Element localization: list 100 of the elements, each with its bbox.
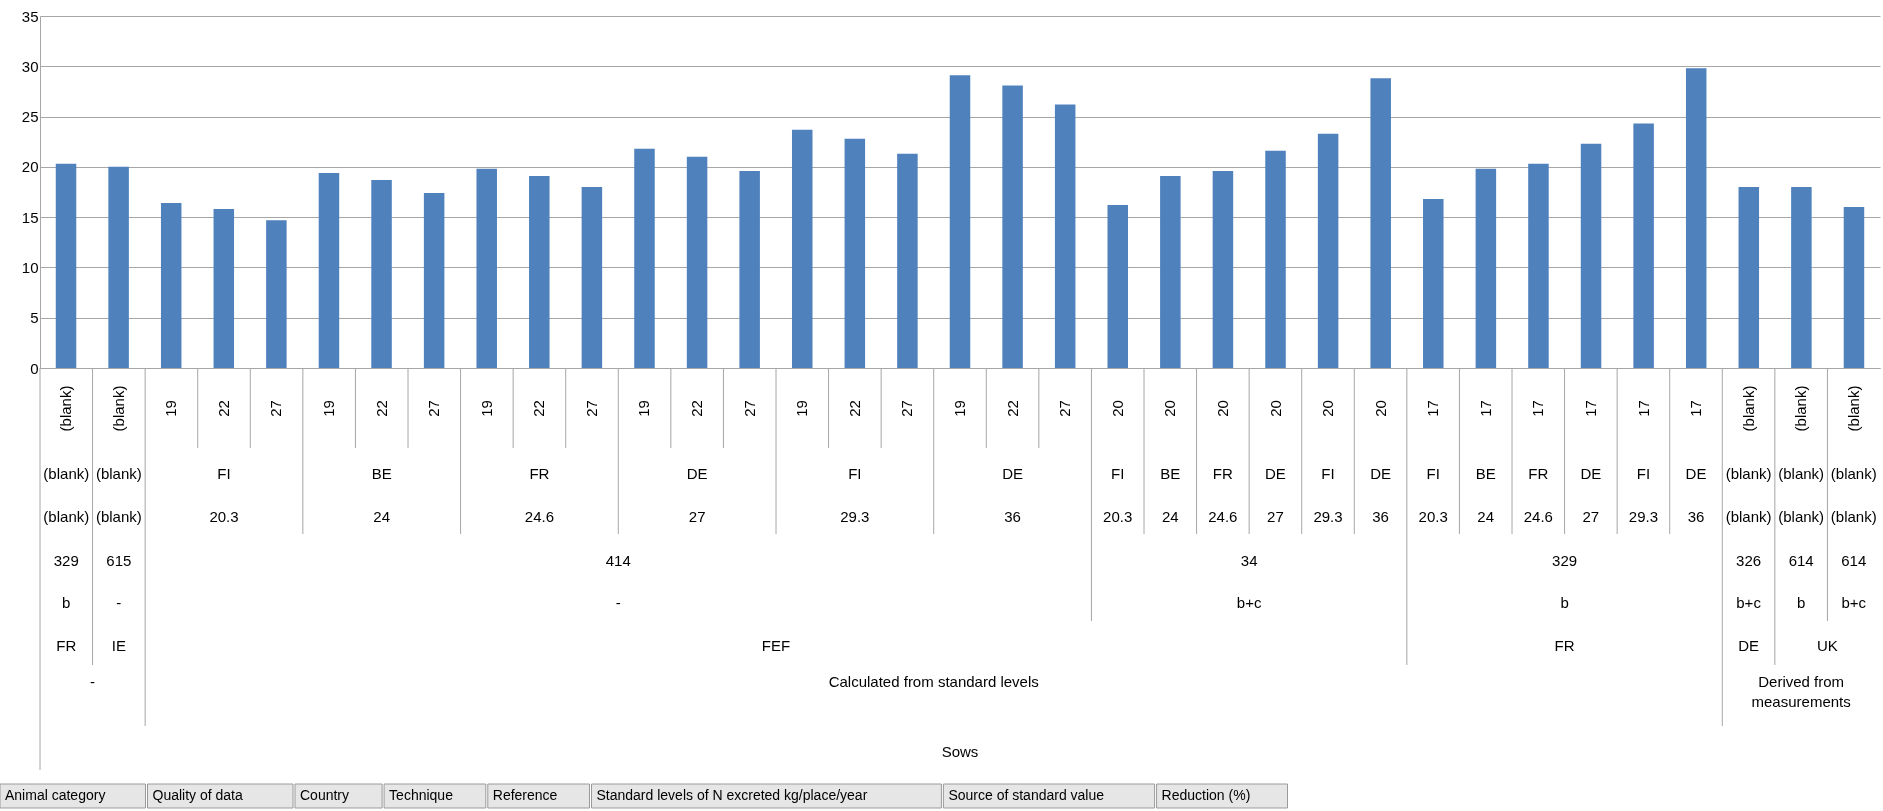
x-tick-label: (blank) <box>109 385 127 432</box>
x-tick-label: 20 <box>1371 400 1389 417</box>
text: Sows <box>941 743 979 760</box>
x-tick-label: 19 <box>162 400 180 417</box>
y-tick-label: 5 <box>30 309 39 327</box>
bar <box>739 170 760 368</box>
text: 20.3 <box>1418 508 1448 525</box>
text: 36 <box>1372 508 1389 525</box>
text: b <box>62 594 71 611</box>
text: 326 <box>1736 552 1762 569</box>
bar <box>160 203 182 368</box>
text: DE <box>1370 465 1391 482</box>
text: FR <box>56 637 77 654</box>
text: 329 <box>53 552 79 569</box>
y-tick-label: 30 <box>21 57 39 75</box>
text: (blank) <box>1778 508 1825 525</box>
y-tick-label: 0 <box>30 359 39 377</box>
x-tick-label: 19 <box>635 400 653 417</box>
text: 414 <box>605 552 631 569</box>
y-tick-label: 35 <box>21 7 39 25</box>
text: FEF <box>761 637 791 654</box>
text: DE <box>1002 465 1023 482</box>
text: DE <box>1265 465 1286 482</box>
text: 615 <box>106 552 132 569</box>
text: BE <box>1475 465 1496 482</box>
bar <box>1370 78 1391 368</box>
text: (blank) <box>43 508 90 525</box>
text: Animal category <box>5 787 106 803</box>
text: 29.3 <box>840 508 870 525</box>
bar <box>1265 150 1286 368</box>
text: FR <box>1528 465 1549 482</box>
text: 20.3 <box>209 508 239 525</box>
text: 36 <box>1004 508 1021 525</box>
text: DE <box>686 465 708 482</box>
bar <box>1685 68 1707 368</box>
bar <box>1528 163 1549 368</box>
bar <box>1160 175 1181 368</box>
text: FI <box>1426 465 1440 482</box>
text: - <box>90 673 96 690</box>
text: 27 <box>1267 508 1284 525</box>
bar <box>1475 168 1497 368</box>
bar <box>55 163 77 368</box>
text: (blank) <box>1725 465 1772 482</box>
x-tick-label: 22 <box>214 400 232 417</box>
text: BE <box>371 465 392 482</box>
bar <box>949 75 971 368</box>
text: b+c <box>1736 594 1762 611</box>
text: b+c <box>1841 594 1867 611</box>
y-tick-label: 10 <box>21 258 39 276</box>
x-tick-label: 22 <box>372 400 390 417</box>
x-tick-label: 27 <box>425 400 443 417</box>
text: 614 <box>1788 552 1814 569</box>
text: (blank) <box>1725 508 1772 525</box>
x-tick-label: 17 <box>1529 400 1547 417</box>
text: UK <box>1817 637 1838 654</box>
bar <box>529 175 550 368</box>
x-tick-label: 17 <box>1687 400 1705 417</box>
x-tick-label: 17 <box>1582 400 1600 417</box>
text: DE <box>1685 465 1707 482</box>
text: (blank) <box>95 465 142 482</box>
x-tick-label: 17 <box>1424 400 1442 417</box>
x-tick-label: 17 <box>1476 400 1494 417</box>
text: 20.3 <box>1103 508 1133 525</box>
text: Standard levels of N excreted kg/place/year <box>596 787 868 803</box>
text: (blank) <box>1830 508 1877 525</box>
text: FR <box>1212 465 1234 482</box>
x-tick-label: (blank) <box>57 385 75 432</box>
text: FR <box>529 465 550 482</box>
x-tick-label: 27 <box>582 400 600 417</box>
text: FI <box>217 465 231 482</box>
bar <box>1843 207 1865 368</box>
x-tick-label: 27 <box>1056 400 1074 417</box>
x-tick-label: 19 <box>319 400 337 417</box>
text: Reduction (%) <box>1161 787 1251 803</box>
x-tick-label: 20 <box>1266 400 1284 417</box>
bar <box>476 168 497 368</box>
y-tick-label: 15 <box>21 208 39 226</box>
text: 24.6 <box>524 508 555 525</box>
bar <box>1317 133 1339 368</box>
text: FI <box>1321 465 1335 482</box>
text: Country <box>300 787 350 803</box>
bar <box>1580 143 1602 368</box>
x-tick-label: 20 <box>1108 400 1126 417</box>
text: Derived from measurements <box>1751 673 1851 710</box>
bar <box>108 166 129 368</box>
text: 24.6 <box>1208 508 1238 525</box>
text: FI <box>1111 465 1125 482</box>
x-tick-label: 22 <box>530 400 548 417</box>
bar <box>1633 123 1654 368</box>
bar <box>1107 205 1129 368</box>
y-tick-label: 25 <box>21 108 39 126</box>
bar <box>1791 186 1812 368</box>
text: Reference <box>492 787 558 803</box>
x-tick-label: 17 <box>1634 400 1652 417</box>
text: IE <box>111 637 126 654</box>
text: BE <box>1160 465 1181 482</box>
text: FR <box>1554 637 1575 654</box>
text: 614 <box>1841 552 1867 569</box>
text: (blank) <box>95 508 142 525</box>
bar <box>844 138 866 368</box>
